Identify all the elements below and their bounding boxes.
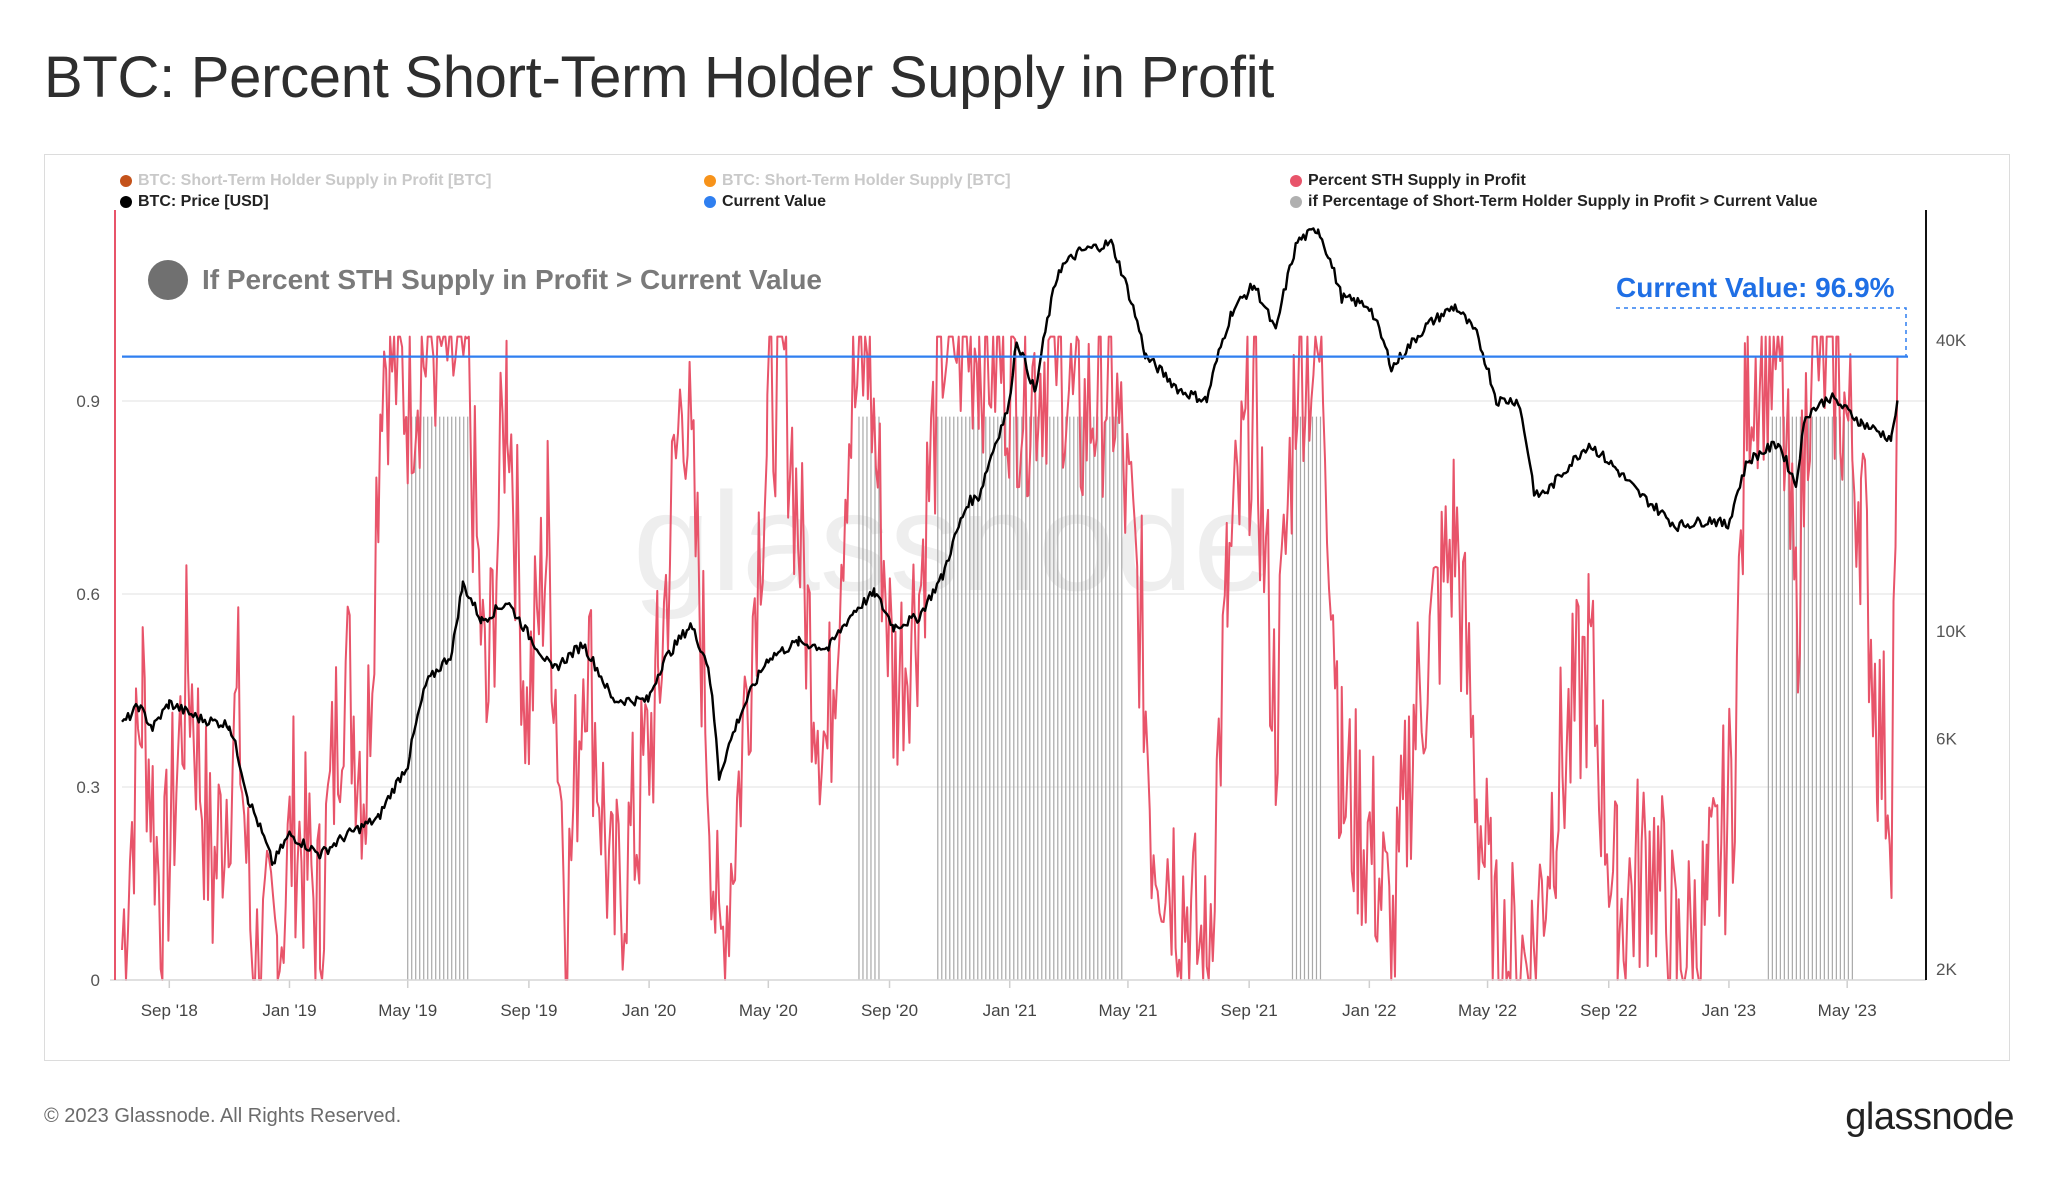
legend-dot-icon	[120, 196, 132, 208]
sth-series	[121, 335, 1899, 981]
legend-label: if Percentage of Short-Term Holder Suppl…	[1308, 193, 1818, 210]
legend-item-sth-supply-in-profit[interactable]: BTC: Short-Term Holder Supply in Profit …	[120, 172, 491, 190]
sth-line	[121, 335, 1899, 981]
y-left-tick-label: 0.3	[76, 778, 100, 797]
chart-frame	[44, 154, 2010, 1061]
x-tick-label: May '22	[1458, 1001, 1517, 1020]
y-left-tick-label: 0.9	[76, 392, 100, 411]
legend-dot-icon	[704, 175, 716, 187]
legend-item-condition[interactable]: if Percentage of Short-Term Holder Suppl…	[1290, 193, 1818, 211]
x-tick-label: May '20	[739, 1001, 798, 1020]
legend-item-current-value[interactable]: Current Value	[704, 193, 826, 211]
legend-label: Percent STH Supply in Profit	[1308, 172, 1526, 189]
x-tick-label: Jan '22	[1342, 1001, 1396, 1020]
condition-annotation: If Percent STH Supply in Profit > Curren…	[148, 260, 822, 300]
legend-item-price[interactable]: BTC: Price [USD]	[120, 193, 269, 211]
copyright: © 2023 Glassnode. All Rights Reserved.	[44, 1105, 402, 1127]
y-right-tick-label: 6K	[1936, 729, 1957, 748]
y-left-tick-label: 0.6	[76, 585, 100, 604]
legend-item-percent-sth[interactable]: Percent STH Supply in Profit	[1290, 172, 1526, 190]
legend-label: BTC: Short-Term Holder Supply in Profit …	[138, 172, 492, 189]
legend-dot-icon	[1290, 175, 1302, 187]
y-right-tick-label: 10K	[1936, 622, 1967, 641]
legend-dot-icon	[704, 196, 716, 208]
x-tick-label: Sep '21	[1221, 1001, 1278, 1020]
x-tick-label: Jan '20	[622, 1001, 676, 1020]
x-tick-label: Sep '22	[1580, 1001, 1637, 1020]
x-tick-label: Sep '19	[500, 1001, 557, 1020]
y-left-tick-label: 0	[91, 971, 100, 990]
x-tick-label: Jan '21	[983, 1001, 1037, 1020]
annotation-text: If Percent STH Supply in Profit > Curren…	[202, 264, 823, 295]
legend-label: BTC: Short-Term Holder Supply [BTC]	[722, 172, 1011, 189]
y-right-tick-label: 40K	[1936, 331, 1967, 350]
x-tick-label: Jan '23	[1702, 1001, 1756, 1020]
price-series	[121, 227, 1899, 866]
condition-dot-icon	[148, 260, 188, 300]
brand-logo: glassnode	[1845, 1096, 2014, 1138]
legend-item-sth-supply[interactable]: BTC: Short-Term Holder Supply [BTC]	[704, 172, 1011, 190]
x-tick-label: May '19	[378, 1001, 437, 1020]
shaded-bands	[407, 416, 1853, 980]
x-tick-label: Sep '18	[141, 1001, 198, 1020]
x-tick-label: Jan '19	[262, 1001, 316, 1020]
legend-label: Current Value	[722, 193, 827, 210]
y-right-tick-label: 2K	[1936, 960, 1957, 979]
x-tick-label: Sep '20	[861, 1001, 918, 1020]
x-tick-label: May '23	[1818, 1001, 1877, 1020]
legend-dot-icon	[120, 175, 132, 187]
axes: Sep '18 Jan '19 May '19 Sep '19 Jan '20 May '…	[76, 210, 1967, 1020]
price-line	[121, 227, 1899, 866]
current-value-series	[122, 307, 1908, 358]
current-value-callout	[1616, 307, 1907, 357]
x-tick-label: May '21	[1098, 1001, 1157, 1020]
legend-dot-icon	[1290, 196, 1302, 208]
current-value-label: Current Value: 96.9%	[1616, 272, 1895, 303]
page-title: BTC: Percent Short-Term Holder Supply in…	[44, 45, 1275, 110]
legend-label: BTC: Price [USD]	[138, 193, 269, 210]
